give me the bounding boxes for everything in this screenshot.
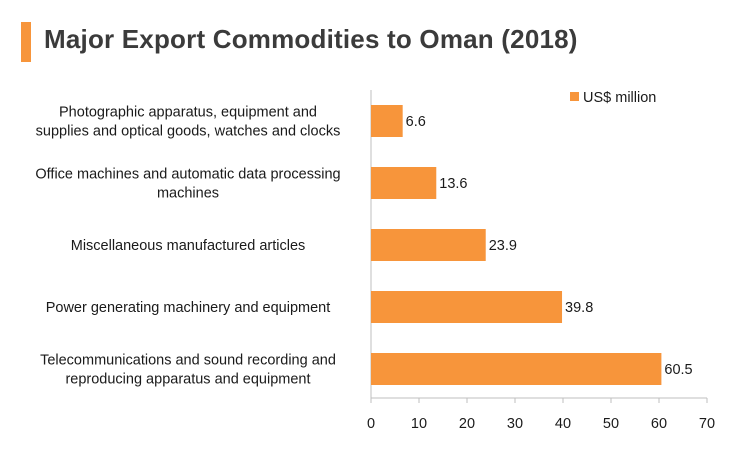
category-label-line: reproducing apparatus and equipment [65, 372, 310, 388]
x-tick-label: 50 [603, 416, 619, 432]
category-label-line: machines [157, 186, 219, 202]
x-tick-label: 70 [699, 416, 715, 432]
category-label-line: Telecommunications and sound recording a… [40, 353, 336, 369]
data-label: 13.6 [439, 176, 467, 192]
data-label: 23.9 [489, 238, 517, 254]
category-label: Miscellaneous manufactured articles [71, 238, 306, 254]
category-label-line: Photographic apparatus, equipment and [59, 105, 317, 121]
chart-title: Major Export Commodities to Oman (2018) [44, 24, 578, 54]
x-tick-label: 30 [507, 416, 523, 432]
title-accent-bar [21, 22, 31, 62]
legend-label: US$ million [583, 90, 656, 106]
category-label-line: Power generating machinery and equipment [46, 300, 331, 316]
bar [371, 229, 486, 261]
category-label: Office machines and automatic data proce… [35, 167, 340, 202]
x-tick-label: 40 [555, 416, 571, 432]
data-label: 60.5 [664, 362, 692, 378]
bar [371, 167, 437, 199]
x-tick-label: 10 [411, 416, 427, 432]
bar [371, 353, 662, 385]
category-label-line: Office machines and automatic data proce… [35, 167, 340, 183]
bar [371, 291, 563, 323]
legend: US$ million [570, 90, 656, 106]
data-label: 6.6 [406, 114, 426, 130]
category-label-line: supplies and optical goods, watches and … [36, 124, 341, 140]
legend-swatch [570, 92, 579, 101]
category-label: Telecommunications and sound recording a… [40, 353, 336, 388]
x-tick-label: 60 [651, 416, 667, 432]
bar [371, 105, 403, 137]
x-tick-label: 0 [367, 416, 375, 432]
category-label: Power generating machinery and equipment [46, 300, 331, 316]
category-label-line: Miscellaneous manufactured articles [71, 238, 306, 254]
x-tick-label: 20 [459, 416, 475, 432]
plot-area: 0 10 20 30 40 50 60 70 6.6 Photographic apparatus… [35, 90, 715, 432]
data-label: 39.8 [565, 300, 593, 316]
category-label: Photographic apparatus, equipment and sup… [36, 105, 341, 140]
